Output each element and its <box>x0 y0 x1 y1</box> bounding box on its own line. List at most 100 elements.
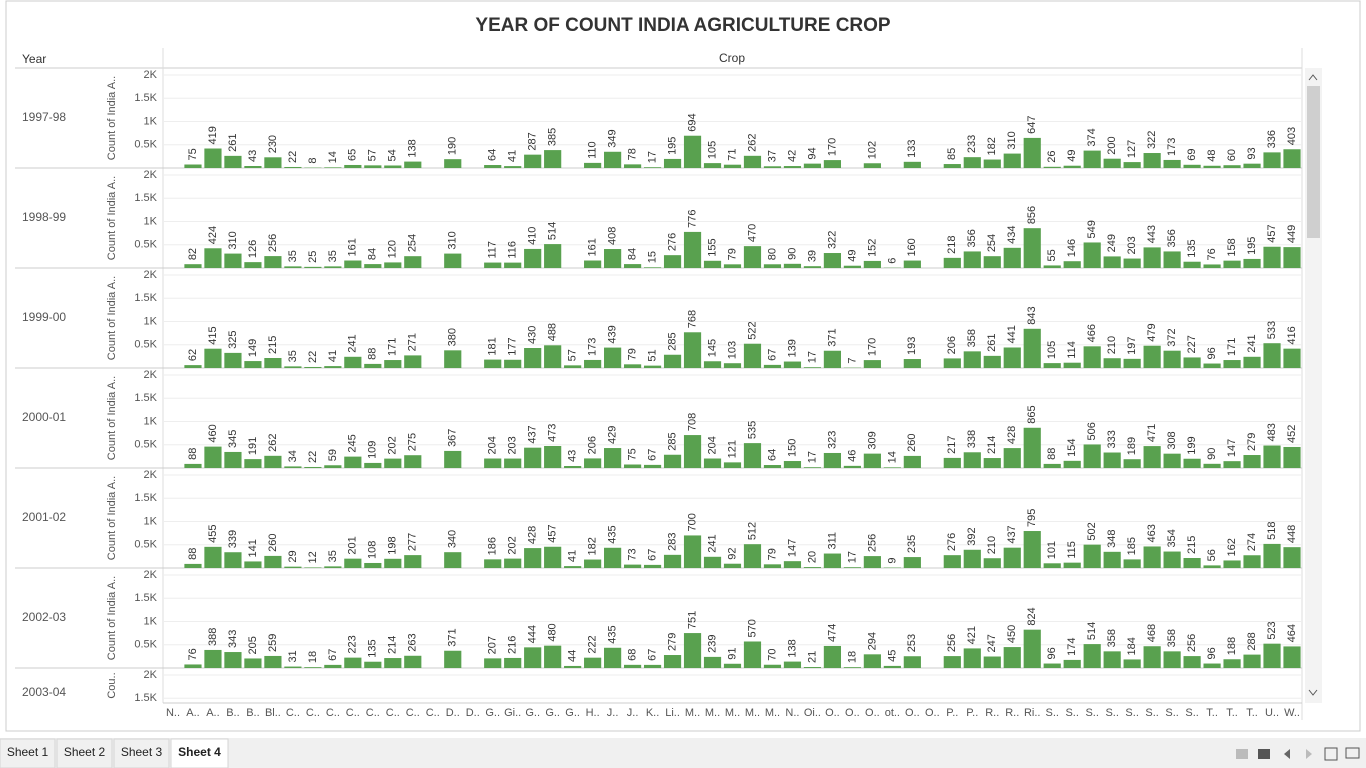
value-label: 279 <box>666 633 678 651</box>
bar <box>983 656 1001 668</box>
value-label: 470 <box>746 224 758 242</box>
bar <box>743 246 762 268</box>
value-label: 207 <box>487 636 499 654</box>
sheet-tab[interactable] <box>113 738 170 768</box>
bar <box>344 164 362 168</box>
bar <box>524 154 542 168</box>
bar <box>1063 562 1081 568</box>
view-icon[interactable] <box>1258 749 1270 759</box>
bar <box>444 350 462 368</box>
bar <box>1223 260 1241 268</box>
bar <box>623 464 642 468</box>
bar <box>1183 357 1201 368</box>
value-label: 356 <box>1166 229 1178 247</box>
value-label: 158 <box>1226 238 1238 256</box>
x-tick-label: S.. <box>1185 707 1198 719</box>
bar <box>504 262 522 268</box>
sheet-tab-label[interactable]: Sheet 1 <box>7 745 49 759</box>
bar <box>863 260 881 268</box>
bar <box>663 158 682 168</box>
x-tick-label: O.. <box>925 707 940 719</box>
bar <box>803 667 822 668</box>
sheet-tab[interactable] <box>170 738 229 768</box>
value-label: 135 <box>367 639 379 657</box>
present-icon[interactable] <box>1345 747 1360 759</box>
bar <box>384 558 402 568</box>
bar <box>504 359 522 368</box>
bar <box>1143 546 1161 568</box>
scroll-up[interactable] <box>1308 74 1318 81</box>
value-label: 152 <box>866 239 878 257</box>
value-label: 162 <box>1226 538 1238 556</box>
value-label: 512 <box>746 522 758 540</box>
fullscreen-icon[interactable] <box>1324 747 1338 761</box>
value-label: 276 <box>946 533 958 551</box>
x-tick-label: Li.. <box>665 707 680 719</box>
y-tick-label: 1K <box>144 515 158 527</box>
bar <box>284 166 302 168</box>
bar <box>1283 348 1301 368</box>
value-label: 479 <box>1146 323 1158 341</box>
column-header: Crop <box>719 51 745 65</box>
value-label: 138 <box>786 639 798 657</box>
bar <box>763 465 782 468</box>
bar <box>544 345 562 368</box>
sheet-tab-label[interactable]: Sheet 4 <box>178 745 221 759</box>
scroll-thumb[interactable] <box>1307 86 1320 238</box>
value-label: 256 <box>866 534 878 552</box>
bar <box>524 248 542 268</box>
bar <box>1043 463 1061 468</box>
bar <box>643 464 662 468</box>
value-label: 261 <box>227 134 239 152</box>
value-label: 466 <box>1086 324 1098 342</box>
next-icon[interactable] <box>1306 749 1312 759</box>
x-tick-label: H.. <box>586 707 600 719</box>
value-label: 146 <box>1066 239 1078 257</box>
bar <box>1083 242 1101 268</box>
bar <box>843 567 861 568</box>
value-label: 230 <box>267 135 279 153</box>
value-label: 79 <box>766 548 778 560</box>
value-label: 117 <box>487 241 499 259</box>
bar <box>284 366 302 368</box>
bar <box>344 456 362 468</box>
value-label: 416 <box>1286 326 1298 344</box>
bar <box>224 652 242 668</box>
value-label: 262 <box>267 433 279 451</box>
value-label: 449 <box>1286 225 1298 243</box>
value-label: 65 <box>347 149 359 161</box>
bar <box>284 566 302 568</box>
y-tick-label: 2K <box>144 169 158 181</box>
value-label: 182 <box>587 537 599 555</box>
x-tick-label: U.. <box>1265 707 1279 719</box>
value-label: 79 <box>626 348 638 360</box>
value-label: 60 <box>1226 149 1238 161</box>
prev-icon[interactable] <box>1284 749 1290 759</box>
scroll-down[interactable] <box>1308 689 1318 696</box>
view-icon[interactable] <box>1236 749 1248 759</box>
bar <box>663 554 682 568</box>
value-label: 102 <box>866 141 878 159</box>
x-tick-label: A.. <box>206 707 219 719</box>
value-label: 191 <box>247 437 259 455</box>
value-label: 535 <box>746 421 758 439</box>
value-label: 514 <box>1086 622 1098 640</box>
bar <box>643 365 662 368</box>
bar <box>444 253 462 268</box>
bar <box>663 454 682 468</box>
value-label: 455 <box>207 524 219 542</box>
value-label: 333 <box>1106 430 1118 448</box>
sheet-tab-label[interactable]: Sheet 3 <box>121 745 163 759</box>
value-label: 88 <box>187 448 199 460</box>
bar <box>304 567 322 568</box>
bar <box>683 435 702 468</box>
sheet-tab[interactable] <box>56 738 113 768</box>
sheet-tab[interactable] <box>0 738 56 768</box>
sheet-tab-label[interactable]: Sheet 2 <box>64 745 106 759</box>
bar <box>604 347 622 368</box>
x-tick-label: C.. <box>306 707 320 719</box>
value-label: 12 <box>307 551 319 563</box>
value-label: 160 <box>906 238 918 256</box>
value-label: 57 <box>367 149 379 161</box>
value-label: 96 <box>1046 647 1058 659</box>
